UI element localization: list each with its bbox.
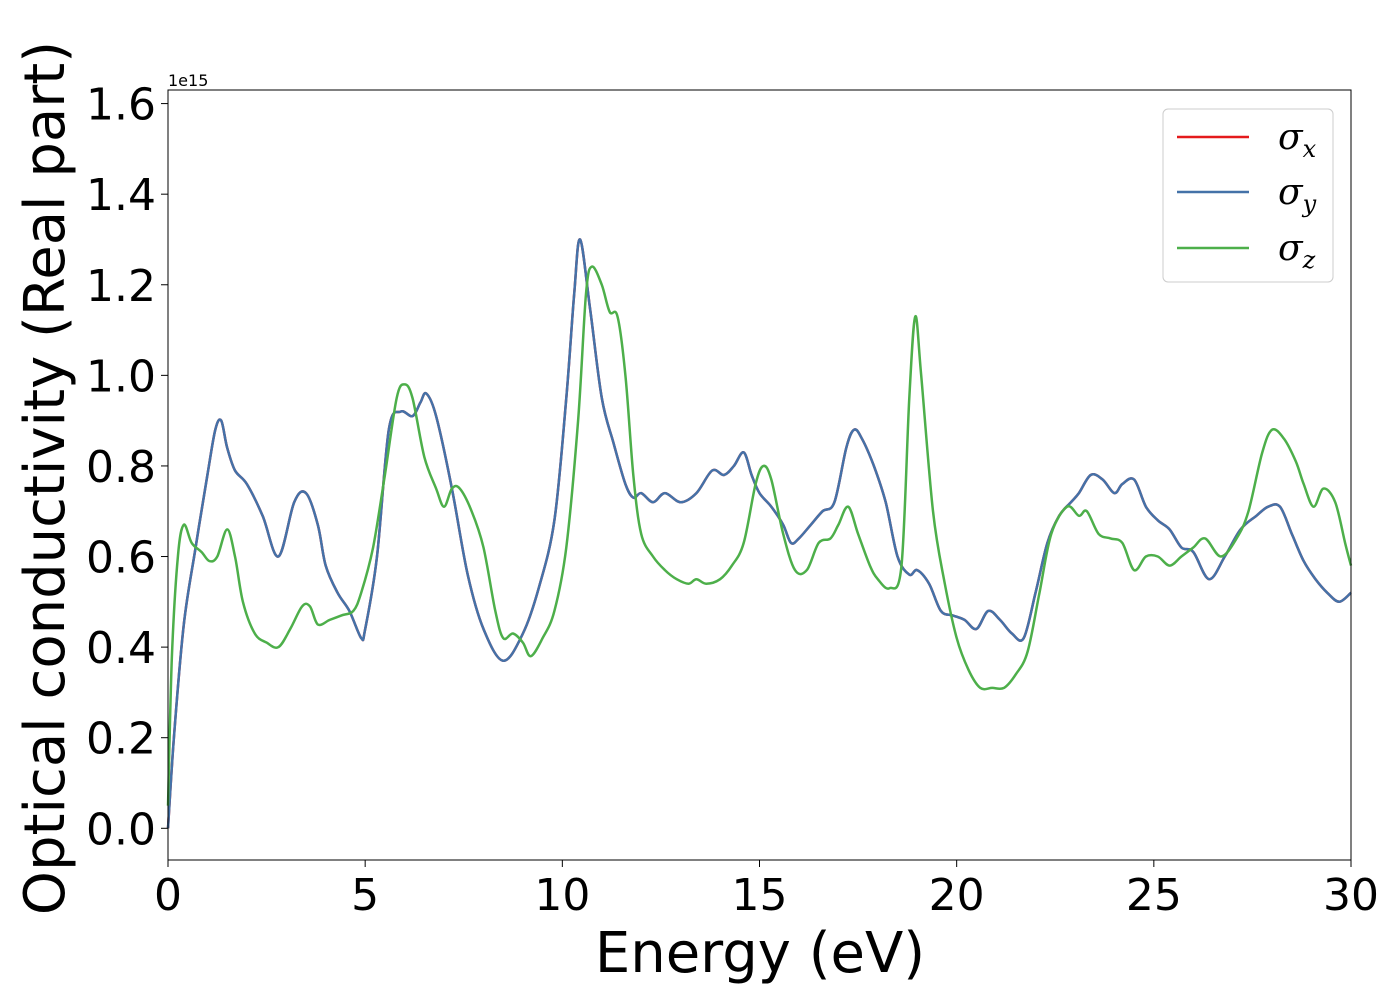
series-line-z	[166, 265, 1353, 806]
y-tick-label: 0.0	[86, 804, 156, 855]
series-line-y	[166, 238, 1352, 829]
y-tick-label: 1.2	[86, 261, 156, 312]
y-offset-label: 1e15	[168, 71, 208, 90]
legend-label-x: σx	[1278, 117, 1317, 163]
legend-box	[1162, 108, 1334, 283]
legend: σx σy σz	[1162, 108, 1334, 283]
y-tick-label: 0.2	[86, 714, 156, 765]
y-tick-label: 1.6	[86, 80, 156, 131]
x-tick-label: 10	[534, 870, 590, 921]
legend-label-y: σy	[1278, 172, 1317, 218]
y-tick-label: 0.6	[86, 533, 156, 584]
x-tick-label: 20	[929, 870, 985, 921]
y-tick-label: 1.4	[86, 170, 156, 221]
y-axis-title: Optical conductivity (Real part)	[13, 41, 78, 915]
x-tick-label: 0	[154, 870, 182, 921]
x-tick-label: 25	[1126, 870, 1182, 921]
x-tick-label: 5	[351, 870, 379, 921]
x-axis: 0 5 10 15 20 25 30	[154, 860, 1379, 921]
y-axis: 0.0 0.2 0.4 0.6 0.8 1.0 1.2 1.4 1.6	[86, 80, 168, 855]
x-tick-label: 15	[732, 870, 788, 921]
y-tick-label: 0.4	[86, 623, 156, 674]
x-tick-label: 30	[1323, 870, 1379, 921]
plot-lines	[166, 238, 1353, 829]
x-axis-title: Energy (eV)	[595, 921, 925, 986]
y-tick-label: 1.0	[86, 351, 156, 402]
y-tick-label: 0.8	[86, 442, 156, 493]
legend-label-z: σz	[1278, 228, 1316, 274]
